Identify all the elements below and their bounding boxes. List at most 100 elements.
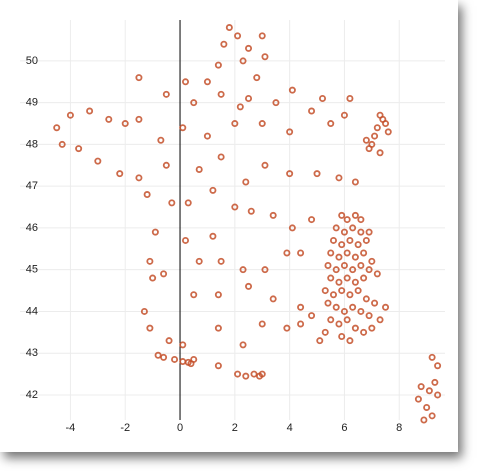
y-tick-label: 45 xyxy=(26,264,38,276)
point xyxy=(105,115,113,123)
point xyxy=(365,266,373,274)
point xyxy=(162,161,170,169)
point xyxy=(357,307,365,315)
point xyxy=(288,86,296,94)
point xyxy=(360,249,368,257)
point xyxy=(258,370,266,378)
point xyxy=(376,111,384,119)
point xyxy=(236,103,244,111)
y-tick-label: 46 xyxy=(26,222,38,234)
point xyxy=(346,236,354,244)
point xyxy=(179,124,187,132)
point xyxy=(86,107,94,115)
point xyxy=(338,211,346,219)
point xyxy=(362,136,370,144)
point xyxy=(247,207,255,215)
point xyxy=(195,165,203,173)
point xyxy=(360,274,368,282)
x-tick-label: 6 xyxy=(341,422,347,434)
point xyxy=(324,262,332,270)
point xyxy=(332,266,340,274)
point xyxy=(351,324,359,332)
x-tick-label: 0 xyxy=(177,422,183,434)
point xyxy=(417,383,425,391)
point xyxy=(434,391,442,399)
point xyxy=(297,320,305,328)
point xyxy=(190,291,198,299)
point xyxy=(135,115,143,123)
x-tick-label: 4 xyxy=(287,422,293,434)
point xyxy=(343,216,351,224)
point xyxy=(346,94,354,102)
y-tick-label: 49 xyxy=(26,97,38,109)
point xyxy=(53,124,61,132)
point xyxy=(343,274,351,282)
point xyxy=(340,307,348,315)
point xyxy=(234,32,242,40)
point xyxy=(338,241,346,249)
point xyxy=(272,99,280,107)
point xyxy=(286,170,294,178)
point xyxy=(360,328,368,336)
point xyxy=(340,262,348,270)
point xyxy=(239,341,247,349)
point xyxy=(165,337,173,345)
point xyxy=(357,216,365,224)
point xyxy=(343,316,351,324)
point xyxy=(135,74,143,82)
point xyxy=(184,199,192,207)
point xyxy=(327,274,335,282)
point xyxy=(242,178,250,186)
point xyxy=(349,303,357,311)
point xyxy=(297,249,305,257)
point xyxy=(58,140,66,148)
y-tick-label: 44 xyxy=(26,305,38,317)
point xyxy=(214,324,222,332)
x-tick-label: 8 xyxy=(396,422,402,434)
point xyxy=(231,203,239,211)
point xyxy=(340,228,348,236)
point xyxy=(321,328,329,336)
point xyxy=(376,149,384,157)
point xyxy=(428,412,436,420)
point xyxy=(245,44,253,52)
point xyxy=(351,211,359,219)
point xyxy=(261,266,269,274)
point xyxy=(308,216,316,224)
point xyxy=(335,174,343,182)
point xyxy=(121,120,129,128)
point xyxy=(327,120,335,128)
point xyxy=(313,170,321,178)
point xyxy=(220,40,228,48)
point xyxy=(329,291,337,299)
y-tick-label: 43 xyxy=(26,347,38,359)
point xyxy=(217,90,225,98)
point xyxy=(354,241,362,249)
point xyxy=(332,303,340,311)
point xyxy=(423,403,431,411)
point xyxy=(239,266,247,274)
point xyxy=(225,24,233,32)
point xyxy=(335,320,343,328)
x-tick-label: -4 xyxy=(66,422,76,434)
point xyxy=(373,270,381,278)
chart-card xyxy=(0,0,458,452)
point xyxy=(151,228,159,236)
point xyxy=(308,312,316,320)
point xyxy=(116,170,124,178)
point xyxy=(283,324,291,332)
point xyxy=(308,107,316,115)
point xyxy=(338,287,346,295)
point xyxy=(327,249,335,257)
point xyxy=(94,157,102,165)
point xyxy=(182,236,190,244)
point xyxy=(286,128,294,136)
point xyxy=(245,282,253,290)
point xyxy=(340,111,348,119)
point xyxy=(234,370,242,378)
point xyxy=(354,287,362,295)
point xyxy=(321,287,329,295)
point xyxy=(245,94,253,102)
point xyxy=(75,145,83,153)
point xyxy=(253,74,261,82)
